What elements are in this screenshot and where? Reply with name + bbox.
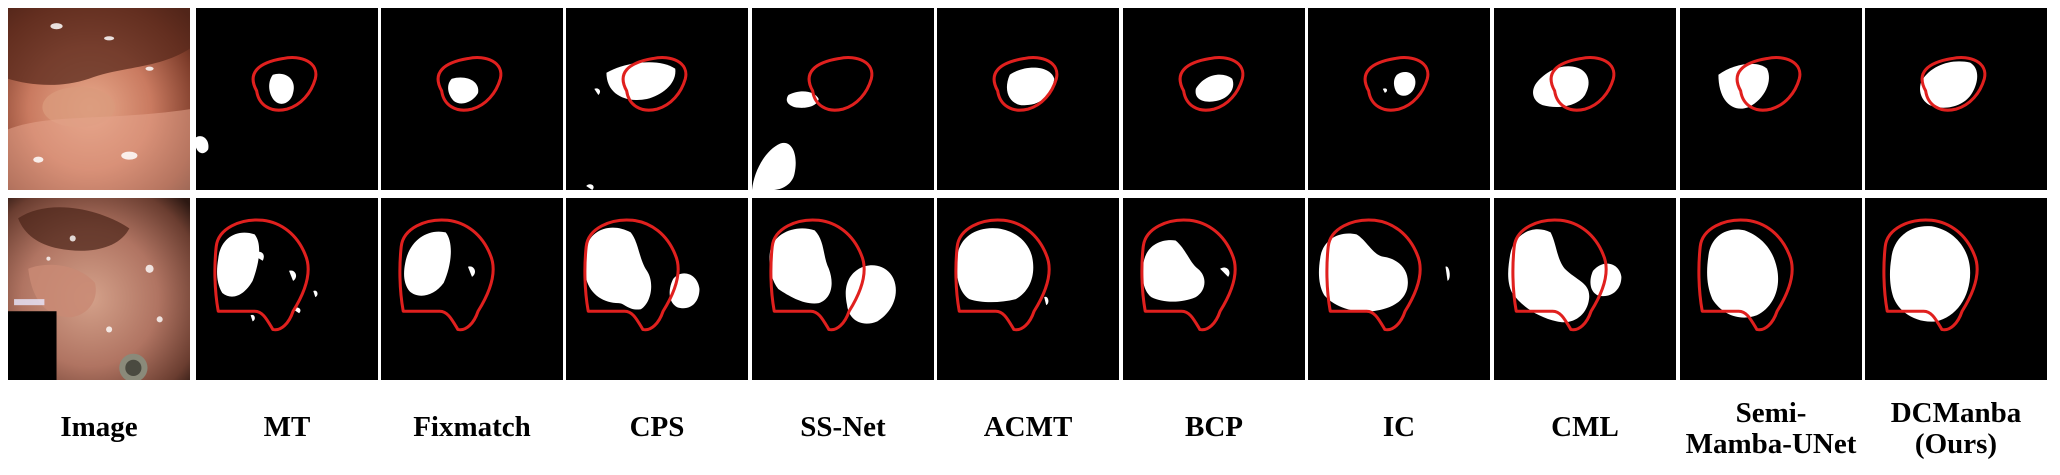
segmentation-result-row-2-col6 [1123,198,1305,380]
segmentation-result-row-1-col7 [1308,8,1490,190]
segmentation-result-row-1-col5 [937,8,1119,190]
endoscopy-image-row-2 [8,198,190,380]
column-label: MT [263,411,311,443]
segmentation-result-row-1-col10 [1865,8,2047,190]
segmentation-result-row-1-col6 [1123,8,1305,190]
segmentation-result-row-2-col7 [1308,198,1490,380]
segmentation-result-row-2-col3 [566,198,748,380]
segmentation-result-row-1-col9 [1680,8,1862,190]
column-label: Semi- Mamba-UNet [1685,397,1857,460]
segmentation-result-row-2-col10 [1865,198,2047,380]
column-label: ACMT [983,411,1073,443]
segmentation-result-row-1-col1 [196,8,378,190]
segmentation-result-row-2-col2 [381,198,563,380]
segmentation-result-row-2-col5 [937,198,1119,380]
column-label: SS-Net [800,411,886,443]
endoscopy-image-row-1 [8,8,190,190]
segmentation-result-row-1-col4 [752,8,934,190]
column-label: Fixmatch [413,411,531,443]
column-label: IC [1382,411,1416,443]
segmentation-result-row-2-col8 [1494,198,1676,380]
column-label: BCP [1185,411,1243,443]
segmentation-result-row-1-col2 [381,8,563,190]
column-label: Image [60,411,138,443]
segmentation-result-row-2-col4 [752,198,934,380]
segmentation-result-row-1-col3 [566,8,748,190]
segmentation-result-row-2-col1 [196,198,378,380]
segmentation-result-row-1-col8 [1494,8,1676,190]
column-label: DCManba (Ours) [1890,397,2022,460]
column-label: CML [1551,411,1619,443]
segmentation-result-row-2-col9 [1680,198,1862,380]
column-label: CPS [629,411,685,443]
